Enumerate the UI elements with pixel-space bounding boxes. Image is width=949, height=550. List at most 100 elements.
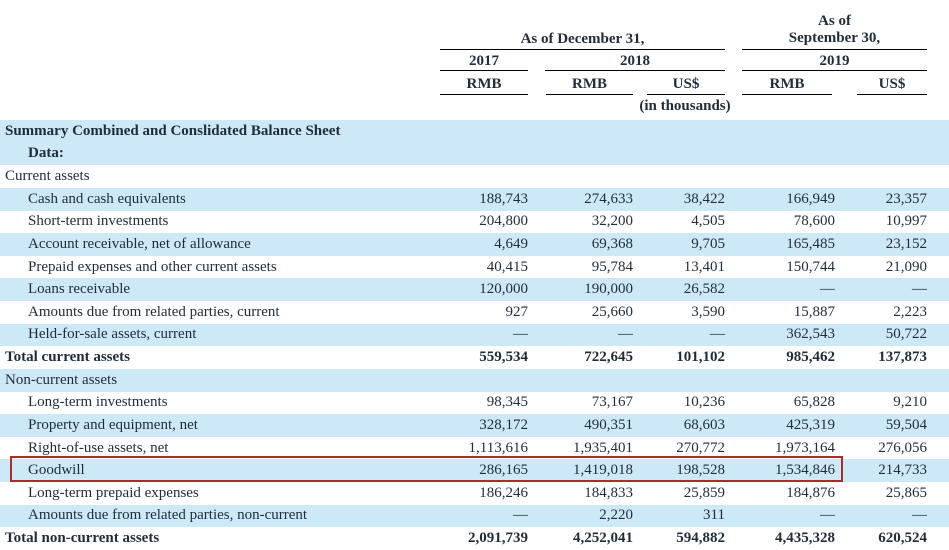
currency-2017-rmb-header: RMB [440, 76, 528, 95]
cell-2018-rmb: — [528, 323, 633, 347]
cell-2019-usd: 23,152 [835, 233, 927, 256]
dec-31-group-header: As of December 31, [440, 31, 725, 50]
cell-2017-rmb: 186,246 [479, 484, 528, 501]
cell-2017-rmb: 120,000 [430, 278, 528, 301]
cell-2018-rmb: 184,833 [584, 484, 633, 501]
row-pad [927, 120, 949, 143]
cell-2019-usd: 2,223 [893, 303, 927, 320]
cell-2018-usd: 101,102 [676, 349, 725, 366]
cell-2018-usd: 270,772 [676, 439, 725, 456]
cell-2019-rmb: 184,876 [786, 484, 835, 501]
table-row: Prepaid expenses and other current asset… [0, 256, 949, 279]
cell-2018-usd [633, 142, 725, 166]
row-pad [927, 233, 949, 256]
cell-2017-rmb [430, 142, 528, 166]
cell-2017-rmb: 4,649 [430, 233, 528, 256]
cell-2017-rmb: 2,091,739 [468, 530, 528, 547]
cell-2017-rmb: 40,415 [486, 258, 528, 275]
row-label: Non-current assets [0, 368, 430, 392]
cell-2018-rmb: 490,351 [528, 414, 633, 437]
cell-2019-rmb: — [725, 278, 835, 301]
row-pad [927, 187, 949, 211]
table-row: Loans receivable 120,000 190,000 26,582 … [0, 278, 949, 301]
cell-2018-rmb: 190,000 [528, 278, 633, 301]
cell-2019-usd: 9,210 [893, 394, 927, 411]
cell-2017-rmb [430, 368, 528, 392]
cell-2018-usd: 9,705 [633, 233, 725, 256]
cell-2019-rmb: 15,887 [793, 303, 835, 320]
cell-2018-rmb: 722,645 [584, 349, 633, 366]
cell-2018-rmb: 73,167 [591, 394, 633, 411]
row-label: Cash and cash equivalents [0, 187, 430, 211]
cell-2017-rmb: — [430, 504, 528, 528]
cell-2019-rmb [725, 165, 835, 188]
sep-30-group-header-line2: September 30, [788, 29, 881, 46]
table-row-goodwill: Goodwill 286,165 1,419,018 198,528 1,534… [0, 459, 949, 482]
row-pad [927, 414, 949, 437]
row-label: Short-term investments [28, 213, 169, 230]
row-pad [927, 165, 949, 188]
cell-2019-rmb [725, 368, 835, 392]
cell-2018-rmb: 1,419,018 [528, 459, 633, 482]
cell-2019-usd: 50,722 [835, 323, 927, 347]
cell-2019-rmb: 985,462 [786, 349, 835, 366]
cell-2019-usd [835, 120, 927, 143]
cell-2017-rmb: 286,165 [430, 459, 528, 482]
row-pad [927, 437, 949, 460]
table-row: Property and equipment, net 328,172 490,… [0, 414, 949, 437]
cell-2019-usd: 10,997 [885, 213, 927, 230]
row-label: Goodwill [0, 459, 430, 482]
row-pad [927, 142, 949, 166]
cell-2019-rmb: 1,973,164 [775, 439, 835, 456]
row-label: Amounts due from related parties, non-cu… [0, 504, 430, 528]
cell-2018-usd: 594,882 [676, 530, 725, 547]
year-2017-header: 2017 [440, 53, 528, 71]
cell-2019-usd: 23,357 [835, 187, 927, 211]
row-label: Amounts due from related parties, curren… [28, 303, 280, 320]
cell-2018-usd: 10,236 [683, 394, 725, 411]
cell-2018-rmb: 1,935,401 [573, 439, 633, 456]
row-label: Data: [0, 142, 430, 166]
cell-2018-usd [633, 165, 725, 188]
cell-2018-usd [633, 120, 725, 143]
cell-2018-rmb: 95,784 [591, 258, 633, 275]
cell-2017-rmb: 188,743 [430, 187, 528, 211]
row-pad [927, 278, 949, 301]
table-row: Total current assets 559,534 722,645 101… [0, 346, 949, 369]
table-row: Right-of-use assets, net 1,113,616 1,935… [0, 437, 949, 460]
table-row: Cash and cash equivalents 188,743 274,63… [0, 187, 949, 211]
cell-2019-rmb: 4,435,328 [775, 530, 835, 547]
table-row: Amounts due from related parties, non-cu… [0, 504, 949, 528]
currency-2018-usd-header: US$ [647, 76, 725, 95]
cell-2018-usd: 311 [633, 504, 725, 528]
cell-2018-usd: 38,422 [633, 187, 725, 211]
cell-2019-rmb: 165,485 [725, 233, 835, 256]
cell-2018-usd: 68,603 [633, 414, 725, 437]
cell-2019-usd: 276,056 [878, 439, 927, 456]
cell-2018-rmb [528, 142, 633, 166]
cell-2019-usd: 21,090 [885, 258, 927, 275]
table-row: Current assets [0, 165, 949, 188]
cell-2019-rmb: 78,600 [793, 213, 835, 230]
cell-2019-usd [835, 142, 927, 166]
table-row: Long-term prepaid expenses 186,246 184,8… [0, 482, 949, 505]
row-pad [927, 211, 949, 234]
cell-2018-rmb: 274,633 [528, 187, 633, 211]
cell-2019-rmb: 425,319 [725, 414, 835, 437]
row-label: Prepaid expenses and other current asset… [28, 258, 277, 275]
cell-2017-rmb [430, 165, 528, 188]
cell-2018-rmb [528, 368, 633, 392]
row-pad [927, 392, 949, 415]
table-row: Long-term investments 98,345 73,167 10,2… [0, 392, 949, 415]
unit-note: (in thousands) [639, 98, 731, 114]
row-label: Account receivable, net of allowance [0, 233, 430, 256]
cell-2018-usd [633, 368, 725, 392]
cell-2018-usd: 198,528 [633, 459, 725, 482]
cell-2017-rmb: 559,534 [479, 349, 528, 366]
row-label: Right-of-use assets, net [28, 439, 169, 456]
table-row: Account receivable, net of allowance 4,6… [0, 233, 949, 256]
row-pad [927, 527, 949, 550]
row-label: Held-for-sale assets, current [0, 323, 430, 347]
cell-2018-rmb: 69,368 [528, 233, 633, 256]
cell-2019-rmb: 150,744 [786, 258, 835, 275]
